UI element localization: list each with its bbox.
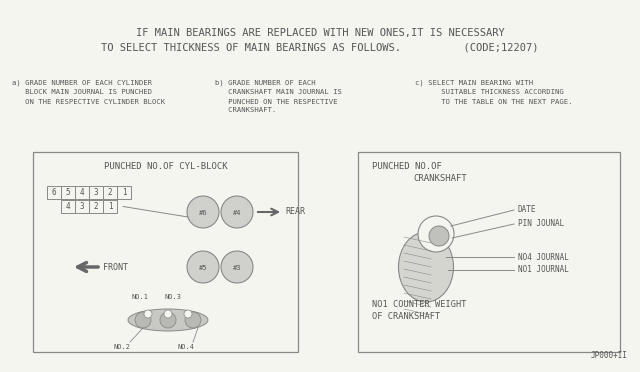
Text: OF CRANKSHAFT: OF CRANKSHAFT xyxy=(372,312,440,321)
Text: PIN JOUNAL: PIN JOUNAL xyxy=(518,219,564,228)
Text: 3: 3 xyxy=(80,202,84,211)
Text: REAR: REAR xyxy=(285,208,305,217)
Text: #4: #4 xyxy=(233,210,241,216)
Text: NO1 COUNTER WEIGHT: NO1 COUNTER WEIGHT xyxy=(372,300,467,309)
Bar xyxy=(103,186,117,199)
Ellipse shape xyxy=(128,309,208,331)
Bar xyxy=(61,200,75,213)
Bar xyxy=(117,186,131,199)
Text: #5: #5 xyxy=(199,265,207,271)
Text: 4: 4 xyxy=(66,202,70,211)
Text: JP000+II: JP000+II xyxy=(591,351,628,360)
Ellipse shape xyxy=(399,232,454,302)
Circle shape xyxy=(164,310,172,318)
Text: c) SELECT MAIN BEARING WITH
      SUITABLE THICKNESS ACCORDING
      TO THE TABL: c) SELECT MAIN BEARING WITH SUITABLE THI… xyxy=(415,80,573,105)
Circle shape xyxy=(418,216,454,252)
Bar xyxy=(47,186,61,199)
Circle shape xyxy=(135,312,151,328)
Bar xyxy=(89,200,103,213)
Text: 1: 1 xyxy=(108,202,112,211)
Text: 3: 3 xyxy=(93,188,99,197)
Circle shape xyxy=(144,310,152,318)
Text: NO1 JOURNAL: NO1 JOURNAL xyxy=(518,266,569,275)
Circle shape xyxy=(185,312,201,328)
Text: CRANKSHAFT: CRANKSHAFT xyxy=(413,174,467,183)
Bar xyxy=(33,152,298,352)
Text: b) GRADE NUMBER OF EACH
   CRANKSHAFT MAIN JOURNAL IS
   PUNCHED ON THE RESPECTI: b) GRADE NUMBER OF EACH CRANKSHAFT MAIN … xyxy=(215,80,342,113)
Bar xyxy=(75,186,89,199)
Bar xyxy=(89,186,103,199)
Text: 2: 2 xyxy=(93,202,99,211)
Text: NO.3: NO.3 xyxy=(164,294,182,300)
Text: #3: #3 xyxy=(233,265,241,271)
Text: FRONT: FRONT xyxy=(103,263,128,272)
Text: a) GRADE NUMBER OF EACH CYLINDER
   BLOCK MAIN JOURNAL IS PUNCHED
   ON THE RESP: a) GRADE NUMBER OF EACH CYLINDER BLOCK M… xyxy=(12,80,165,105)
Text: 2: 2 xyxy=(108,188,112,197)
Bar xyxy=(358,152,620,352)
Circle shape xyxy=(160,312,176,328)
Bar xyxy=(103,200,117,213)
Circle shape xyxy=(187,196,219,228)
Text: TO SELECT THICKNESS OF MAIN BEARINGS AS FOLLOWS.          (CODE;12207): TO SELECT THICKNESS OF MAIN BEARINGS AS … xyxy=(101,42,539,52)
Bar xyxy=(61,186,75,199)
Circle shape xyxy=(187,251,219,283)
Text: 6: 6 xyxy=(52,188,56,197)
Text: PUNCHED NO.OF CYL-BLOCK: PUNCHED NO.OF CYL-BLOCK xyxy=(104,162,227,171)
Text: DATE: DATE xyxy=(518,205,536,215)
Text: NO4 JOURNAL: NO4 JOURNAL xyxy=(518,253,569,262)
Text: NO.2: NO.2 xyxy=(113,344,130,350)
Text: 5: 5 xyxy=(66,188,70,197)
Text: 1: 1 xyxy=(122,188,126,197)
Circle shape xyxy=(429,226,449,246)
Bar xyxy=(75,200,89,213)
Text: IF MAIN BEARINGS ARE REPLACED WITH NEW ONES,IT IS NECESSARY: IF MAIN BEARINGS ARE REPLACED WITH NEW O… xyxy=(136,28,504,38)
Text: NO.1: NO.1 xyxy=(131,294,148,300)
Text: #6: #6 xyxy=(199,210,207,216)
Circle shape xyxy=(221,251,253,283)
Text: PUNCHED NO.OF: PUNCHED NO.OF xyxy=(372,162,442,171)
Text: NO.4: NO.4 xyxy=(178,344,195,350)
Circle shape xyxy=(221,196,253,228)
Text: 4: 4 xyxy=(80,188,84,197)
Circle shape xyxy=(184,310,192,318)
